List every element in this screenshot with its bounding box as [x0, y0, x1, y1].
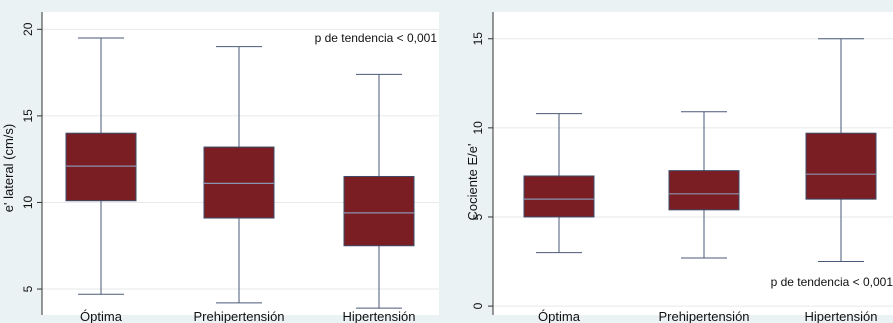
- box-2: [203, 46, 275, 304]
- iqr-box: [203, 146, 275, 219]
- y-ticks: 5 10 15 20: [21, 22, 42, 292]
- x-tick-label: Óptima: [80, 309, 123, 323]
- iqr-box: [805, 132, 877, 200]
- iqr-box: [65, 132, 137, 202]
- trend-annotation: p de tendencia < 0,001: [771, 275, 893, 289]
- y-axis-label: e' lateral (cm/s): [1, 124, 16, 212]
- y-axis-label: Cociente E/e': [465, 144, 480, 221]
- box-2: [668, 111, 740, 259]
- x-tick-labels: Óptima Prehipertensión Hipertensión: [80, 309, 415, 323]
- y-tick-label: 10: [471, 121, 485, 135]
- y-tick-label: 5: [471, 213, 485, 220]
- x-tick-label: Hipertensión: [805, 309, 878, 323]
- x-tick-label: Prehipertensión: [193, 309, 284, 323]
- y-tick-label: 0: [471, 302, 485, 309]
- boxes: [523, 38, 877, 263]
- y-tick-label: 15: [471, 32, 485, 46]
- y-tick-label: 10: [21, 195, 35, 209]
- y-ticks: 0 5 10 15: [471, 32, 493, 309]
- iqr-box: [523, 175, 595, 218]
- boxes: [65, 37, 415, 309]
- x-tick-label: Óptima: [538, 309, 581, 323]
- panel-e-lateral: 5 10 15 20 Óptima Prehipertensión Hipertensió…: [0, 0, 443, 323]
- trend-annotation: p de tendencia < 0,001: [315, 31, 438, 45]
- panel-cociente-e-e: 0 5 10 15 Óptima Prehipertensión Hipertensión…: [452, 0, 893, 323]
- y-tick-label: 5: [21, 285, 35, 292]
- box-3: [805, 38, 877, 263]
- iqr-box: [343, 175, 415, 247]
- x-tick-label: Prehipertensión: [658, 309, 749, 323]
- box-1: [523, 113, 595, 254]
- box-1: [65, 37, 137, 295]
- box-3: [343, 73, 415, 309]
- y-tick-label: 20: [21, 22, 35, 36]
- x-tick-label: Hipertensión: [343, 309, 416, 323]
- iqr-box: [668, 170, 740, 211]
- y-tick-label: 15: [21, 109, 35, 123]
- x-tick-labels: Óptima Prehipertensión Hipertensión: [538, 309, 877, 323]
